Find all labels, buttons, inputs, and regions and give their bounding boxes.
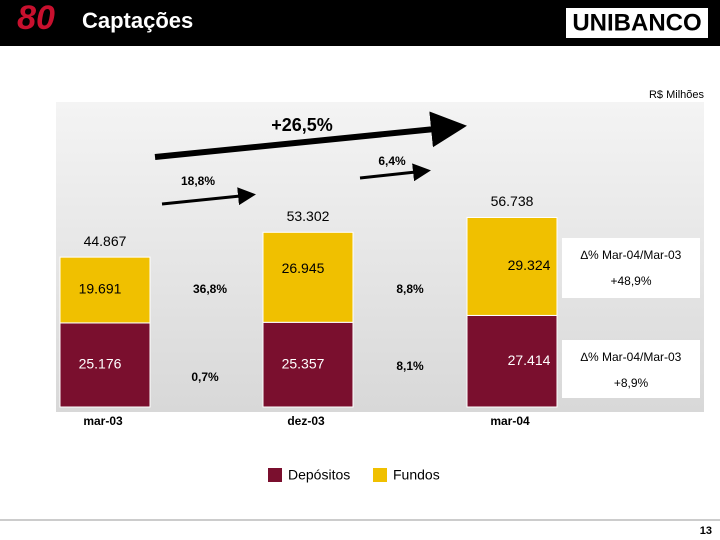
yoy-label: ∆% Mar-04/Mar-03	[581, 350, 682, 364]
category-label: mar-03	[83, 414, 123, 428]
logo-box	[566, 8, 708, 38]
bar-segment	[262, 231, 354, 323]
yoy-value: +8,9%	[614, 376, 649, 390]
arrow	[154, 111, 467, 160]
value-label: 26.945	[282, 260, 325, 276]
legend-swatch	[268, 468, 282, 482]
yoy-box	[562, 238, 700, 298]
fundos-growth: 8,8%	[396, 282, 424, 296]
bar-segment	[262, 321, 354, 408]
category-label: dez-03	[287, 414, 325, 428]
legend-label: Depósitos	[288, 467, 350, 483]
depositos-growth: 0,7%	[191, 370, 219, 384]
page-number: 13	[700, 525, 712, 537]
growth-label: +26,5%	[271, 115, 333, 135]
arrow	[359, 163, 431, 182]
fundos-growth: 36,8%	[193, 282, 227, 296]
value-label: 27.414	[508, 352, 551, 368]
total-label: 44.867	[84, 233, 127, 249]
growth-label: 18,8%	[181, 174, 215, 188]
legend-label: Fundos	[393, 467, 440, 483]
value-label: 19.691	[79, 281, 122, 297]
bar-segment	[466, 314, 558, 408]
arrow	[161, 187, 256, 206]
unit: R$ Milhões	[649, 89, 705, 101]
growth-label: 6,4%	[378, 154, 406, 168]
bar-segment	[466, 216, 558, 316]
yoy-value: +48,9%	[610, 274, 651, 288]
yoy-box	[562, 340, 700, 398]
value-label: 29.324	[508, 257, 551, 273]
logo: UNIBANCO	[572, 9, 701, 36]
value-label: 25.176	[79, 356, 122, 372]
depositos-growth: 8,1%	[396, 359, 424, 373]
total-label: 56.738	[491, 193, 534, 209]
value-label: 25.357	[282, 355, 325, 371]
bar-segment	[59, 256, 151, 324]
category-label: mar-04	[490, 414, 530, 428]
badge: 80	[17, 0, 55, 37]
slide-title: Captações	[82, 8, 193, 33]
legend-swatch	[373, 468, 387, 482]
total-label: 53.302	[287, 208, 330, 224]
yoy-label: ∆% Mar-04/Mar-03	[581, 248, 682, 262]
